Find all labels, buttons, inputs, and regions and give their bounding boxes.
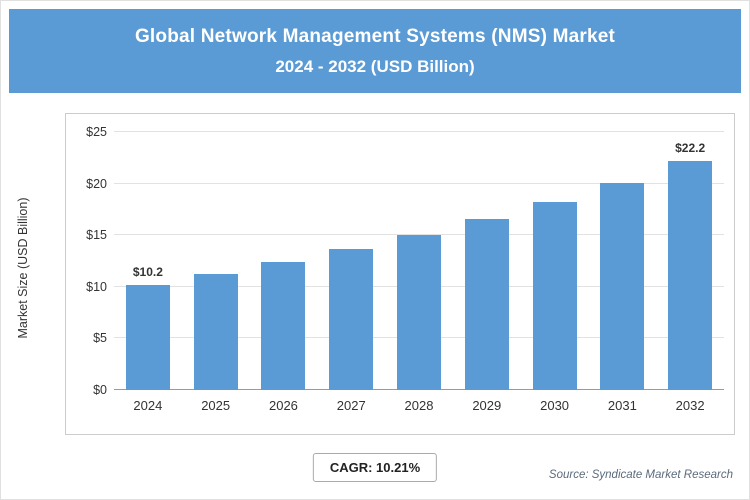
bar-slot <box>385 132 453 390</box>
bar-slot <box>182 132 250 390</box>
bar-slot <box>317 132 385 390</box>
y-tick-label: $5 <box>93 331 107 346</box>
bar-2024 <box>125 284 170 390</box>
chart-title-line2: 2024 - 2032 (USD Billion) <box>275 56 475 76</box>
y-tick-label: $25 <box>86 125 107 139</box>
bar-2027 <box>329 248 374 390</box>
bar-2030 <box>532 202 577 390</box>
bar-2031 <box>600 182 645 390</box>
x-tick-label: 2028 <box>404 398 434 413</box>
bar-slot <box>588 132 656 390</box>
chart-container: Market Size (USD Billion) $0 $5 $10 $15 $20 $… <box>1 113 749 443</box>
gridline <box>114 234 724 236</box>
bar-2026 <box>261 262 306 390</box>
x-axis-labels: 2024 2025 2026 2027 2028 2029 2030 2031 2032 <box>114 398 724 413</box>
bar-2028 <box>397 235 442 390</box>
y-tick-label: $10 <box>86 279 107 294</box>
plot-frame: $0 $5 $10 $15 $20 $25 $10.2 $22.2 2024 2025 2026 2… <box>65 113 735 435</box>
bar-2029 <box>464 218 509 390</box>
x-tick-label: 2024 <box>133 398 163 413</box>
bar-slot <box>453 132 521 390</box>
y-tick-label: $15 <box>86 228 107 243</box>
source-text: Source: Syndicate Market Research <box>548 469 733 481</box>
cagr-badge: CAGR: 10.21% <box>312 453 438 482</box>
bars-row: $10.2 $22.2 <box>114 132 724 390</box>
y-tick-label: $0 <box>93 383 107 397</box>
x-tick-label: 2031 <box>607 398 637 413</box>
bar-value-label: $22.2 <box>675 140 706 155</box>
chart-title-line1: Global Network Management Systems (NMS) … <box>134 25 616 47</box>
y-axis-title: Market Size (USD Billion) <box>16 197 30 339</box>
x-tick-label: 2025 <box>201 398 231 413</box>
bar-slot: $22.2 <box>656 132 724 390</box>
plot-area: $0 $5 $10 $15 $20 $25 $10.2 $22.2 <box>86 125 724 397</box>
footer: CAGR: 10.21% Source: Syndicate Market Re… <box>1 453 749 489</box>
x-tick-label: 2030 <box>540 398 570 413</box>
x-tick-label: 2032 <box>675 398 705 413</box>
gridline <box>114 182 724 184</box>
bar-2032 <box>668 160 713 390</box>
x-tick-label: 2029 <box>472 398 502 413</box>
bar-slot <box>521 132 589 390</box>
bar-slot <box>250 132 318 390</box>
bar-value-label: $10.2 <box>132 264 163 279</box>
gridline <box>114 131 724 132</box>
y-tick-label: $20 <box>86 176 107 191</box>
x-tick-label: 2026 <box>268 398 298 413</box>
bar-2025 <box>193 274 238 390</box>
chart-title-banner: Global Network Management Systems (NMS) … <box>9 9 741 93</box>
bar-slot: $10.2 <box>114 132 182 390</box>
x-tick-label: 2027 <box>336 398 366 413</box>
